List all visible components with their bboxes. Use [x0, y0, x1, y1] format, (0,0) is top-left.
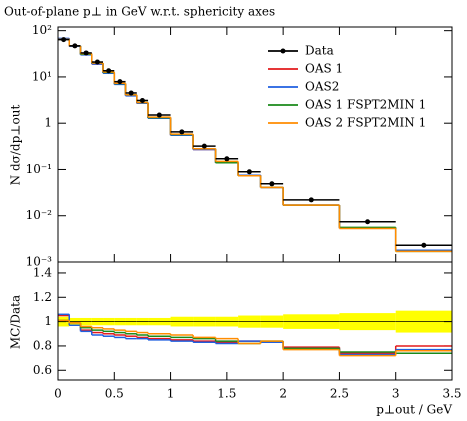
x-tick-label: 2.5 [330, 387, 349, 401]
x-tick-label: 1.5 [217, 387, 236, 401]
legend-label: OAS2 [305, 80, 339, 94]
x-tick-label: 3 [392, 387, 400, 401]
x-axis-label: p⊥out / GeV [376, 403, 452, 417]
data-point [308, 197, 314, 203]
data-point [128, 90, 134, 96]
x-tick-label: 0 [54, 387, 62, 401]
step-connector [68, 320, 397, 356]
x-tick-label: 0.5 [105, 387, 124, 401]
step-connector [68, 38, 397, 251]
step-connector [68, 39, 397, 252]
step-connector [68, 38, 397, 251]
y-tick-label: 10⁻³ [26, 255, 53, 269]
y-tick-label: 1.2 [33, 290, 52, 304]
data-point [224, 156, 230, 162]
data-point [246, 169, 252, 175]
legend-label: Data [305, 44, 334, 58]
y-axis-label: N dσ/dp⊥out [9, 104, 23, 185]
data-point [72, 43, 78, 49]
y-tick-label: 1 [44, 314, 52, 328]
data-point [365, 219, 371, 225]
legend-label: OAS 2 FSPT2MIN 1 [305, 116, 426, 130]
data-point [117, 79, 123, 85]
data-point [421, 242, 427, 248]
legend-label: OAS 1 [305, 62, 343, 76]
data-point [156, 112, 162, 118]
data-point [179, 129, 185, 135]
data-point [106, 68, 112, 74]
data-point [61, 37, 67, 43]
y-tick-label: 10² [32, 23, 52, 37]
step-connector [68, 39, 397, 252]
legend-marker [280, 48, 286, 54]
y-tick-label: 0.6 [33, 363, 52, 377]
x-tick-label: 3.5 [442, 387, 461, 401]
y-tick-label: 10⁻¹ [26, 162, 52, 176]
ratio-frame [57, 261, 453, 381]
data-point [94, 59, 100, 65]
y-tick-label: 10¹ [32, 69, 52, 83]
legend-label: OAS 1 FSPT2MIN 1 [305, 98, 426, 112]
x-tick-label: 2 [279, 387, 287, 401]
y-tick-label: 1 [44, 116, 52, 130]
y-tick-label: 1.4 [33, 265, 52, 279]
data-point [83, 50, 89, 56]
data-point [201, 143, 207, 149]
data-point [269, 181, 275, 187]
x-tick-label: 1 [167, 387, 175, 401]
y-tick-label: 10⁻² [26, 208, 53, 222]
ratio-y-axis-label: MC/Data [9, 295, 23, 349]
y-tick-label: 0.8 [33, 338, 52, 352]
chart-title: Out-of-plane p⊥ in GeV w.r.t. sphericity… [4, 5, 275, 19]
data-point [139, 97, 145, 103]
